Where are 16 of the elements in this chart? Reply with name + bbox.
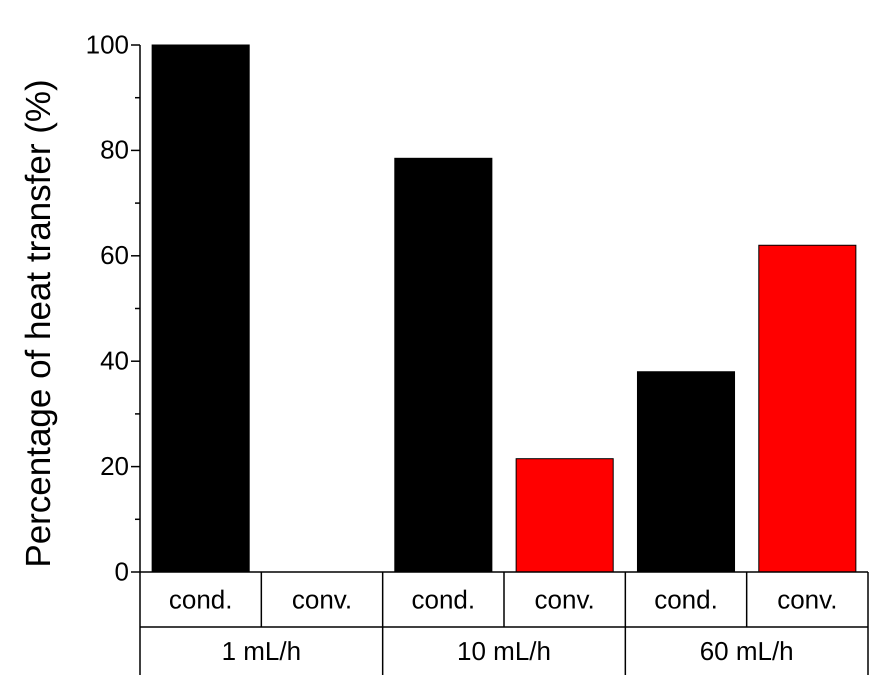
text: conv. bbox=[777, 584, 838, 615]
text: cond. bbox=[654, 584, 718, 615]
x-tick-label: 1 mL/h bbox=[222, 636, 302, 666]
text: cond. bbox=[412, 584, 476, 615]
series-label: cond. bbox=[168, 584, 232, 615]
text: conv. bbox=[292, 584, 352, 615]
x-tick-label: 60 mL/h bbox=[700, 636, 794, 666]
y-tick-label: 80 bbox=[100, 134, 129, 165]
x-tick-label: 10 mL/h bbox=[457, 636, 551, 666]
y-tick-label: 60 bbox=[100, 240, 129, 270]
y-axis-title: Percentage of heat transfer (%) bbox=[19, 79, 58, 568]
y-tick-label: 20 bbox=[100, 450, 129, 481]
y-tick-label: 0 bbox=[114, 556, 129, 586]
y-tick-label: 100 bbox=[86, 29, 129, 60]
legend-label: conv. bbox=[534, 584, 595, 615]
y-tick-label: 40 bbox=[100, 346, 129, 376]
